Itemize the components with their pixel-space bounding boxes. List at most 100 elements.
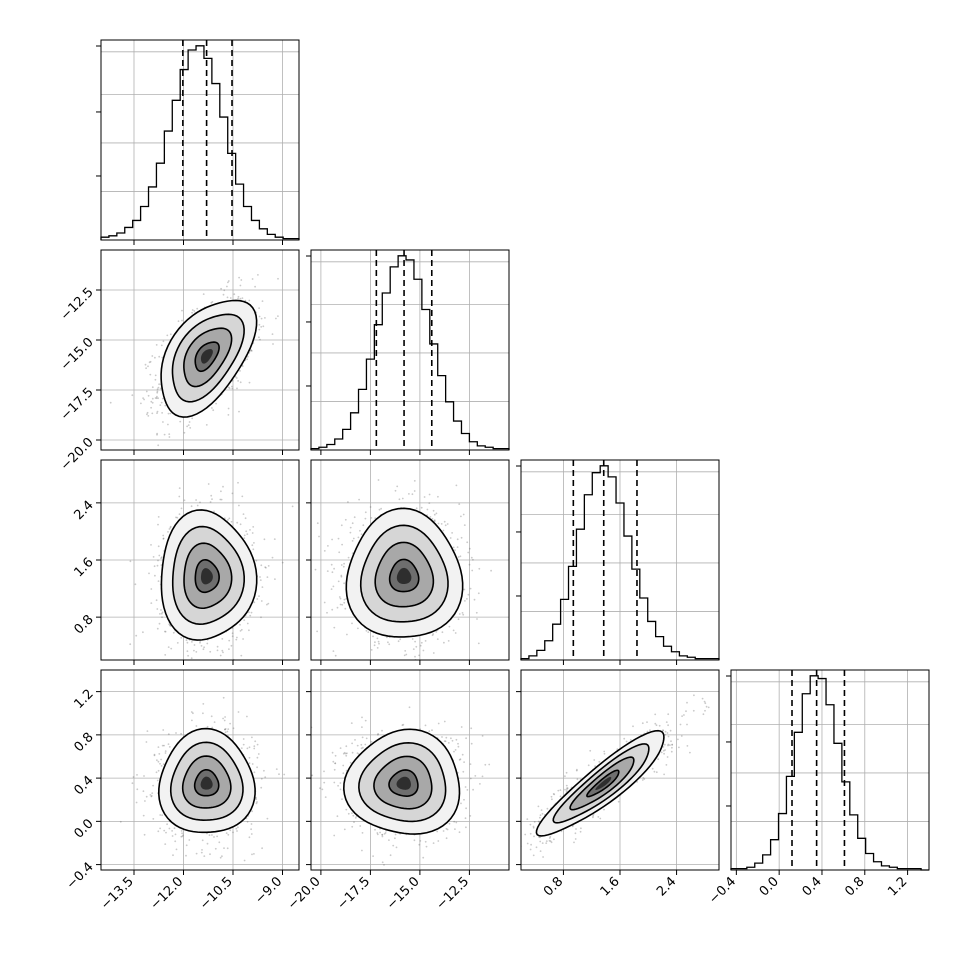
scatter-point xyxy=(193,649,195,652)
scatter-point xyxy=(246,715,248,718)
scatter-point xyxy=(186,425,189,428)
scatter-point xyxy=(343,601,346,604)
contour-line xyxy=(169,741,244,821)
scatter-point xyxy=(161,744,164,747)
scatter-point xyxy=(224,728,227,730)
scatter-point xyxy=(260,317,263,320)
scatter-point xyxy=(260,616,262,619)
scatter-point xyxy=(196,307,199,310)
scatter-point xyxy=(460,536,463,539)
scatter-point xyxy=(351,622,353,625)
scatter-point xyxy=(278,773,280,776)
scatter-point xyxy=(339,603,342,606)
scatter-point xyxy=(191,641,193,643)
scatter-point xyxy=(462,613,465,616)
scatter-point xyxy=(145,390,148,393)
scatter-point xyxy=(250,828,253,831)
scatter-point xyxy=(151,412,154,415)
scatter-point xyxy=(163,744,165,747)
scatter-point xyxy=(201,849,203,851)
scatter-point xyxy=(250,349,253,352)
scatter-point xyxy=(239,284,242,287)
scatter-point xyxy=(157,746,160,748)
scatter-point xyxy=(195,651,198,653)
scatter-point xyxy=(336,606,339,609)
scatter-point xyxy=(248,762,251,764)
scatter-point xyxy=(178,487,181,489)
scatter-point xyxy=(160,556,163,558)
scatter-point xyxy=(162,340,165,343)
scatter-point xyxy=(258,307,260,309)
scatter-point xyxy=(248,381,251,384)
scatter-point xyxy=(408,493,410,495)
scatter-point xyxy=(156,627,159,630)
contour-line xyxy=(171,313,245,403)
scatter-point xyxy=(142,790,145,793)
scatter-point xyxy=(420,506,423,509)
scatter-point xyxy=(209,501,212,503)
scatter-point xyxy=(447,640,450,642)
scatter-point xyxy=(461,612,464,614)
scatter-point xyxy=(183,499,186,502)
scatter-point xyxy=(157,545,160,548)
scatter-point xyxy=(326,570,329,572)
scatter-point xyxy=(236,521,239,524)
scatter-point xyxy=(414,655,416,658)
scatter-point xyxy=(338,551,341,554)
scatter-point xyxy=(218,841,221,844)
scatter-point xyxy=(459,555,462,558)
scatter-point xyxy=(258,336,260,339)
scatter-point xyxy=(214,847,217,850)
scatter-point xyxy=(227,407,230,410)
scatter-point xyxy=(398,498,401,501)
scatter-point xyxy=(211,726,214,729)
scatter-point xyxy=(253,601,256,604)
scatter-point xyxy=(468,563,471,566)
scatter-point xyxy=(237,481,239,484)
scatter-point xyxy=(161,412,164,414)
scatter-point xyxy=(249,349,252,352)
scatter-point xyxy=(242,743,245,746)
scatter-point xyxy=(173,827,176,830)
scatter-point xyxy=(387,641,389,644)
scatter-point xyxy=(146,413,148,416)
scatter-point xyxy=(237,380,240,382)
scatter-point xyxy=(437,522,440,525)
scatter-point xyxy=(267,565,270,567)
scatter-point xyxy=(221,638,224,640)
scatter-point xyxy=(340,524,343,527)
contour-line xyxy=(160,509,258,641)
scatter-point xyxy=(189,427,192,429)
scatter-point xyxy=(202,703,205,705)
scatter-point xyxy=(251,810,254,813)
scatter-point xyxy=(200,645,203,647)
scatter-point xyxy=(380,661,382,663)
scatter-point xyxy=(341,603,344,606)
scatter-point xyxy=(164,404,167,407)
scatter-point xyxy=(152,556,155,558)
scatter-point xyxy=(327,545,329,547)
scatter-point xyxy=(221,855,223,858)
scatter-point xyxy=(229,297,232,299)
scatter-point xyxy=(428,502,431,504)
scatter-point xyxy=(369,506,372,508)
scatter-point xyxy=(167,733,170,736)
scatter-point xyxy=(245,245,247,247)
scatter-point xyxy=(373,644,376,647)
scatter-point xyxy=(251,278,254,280)
scatter-point xyxy=(259,576,261,578)
scatter-point xyxy=(224,716,227,718)
scatter-point xyxy=(281,561,284,564)
scatter-point xyxy=(164,630,167,633)
scatter-point xyxy=(145,795,148,798)
scatter-point xyxy=(374,517,377,519)
scatter-point xyxy=(212,409,215,412)
scatter-point xyxy=(240,747,243,749)
scatter-point xyxy=(253,745,256,748)
scatter-point xyxy=(237,295,240,298)
scatter-point xyxy=(456,546,459,548)
scatter-point xyxy=(233,293,236,296)
contour-line xyxy=(345,507,464,638)
scatter-point xyxy=(182,834,184,837)
scatter-point xyxy=(227,281,229,284)
